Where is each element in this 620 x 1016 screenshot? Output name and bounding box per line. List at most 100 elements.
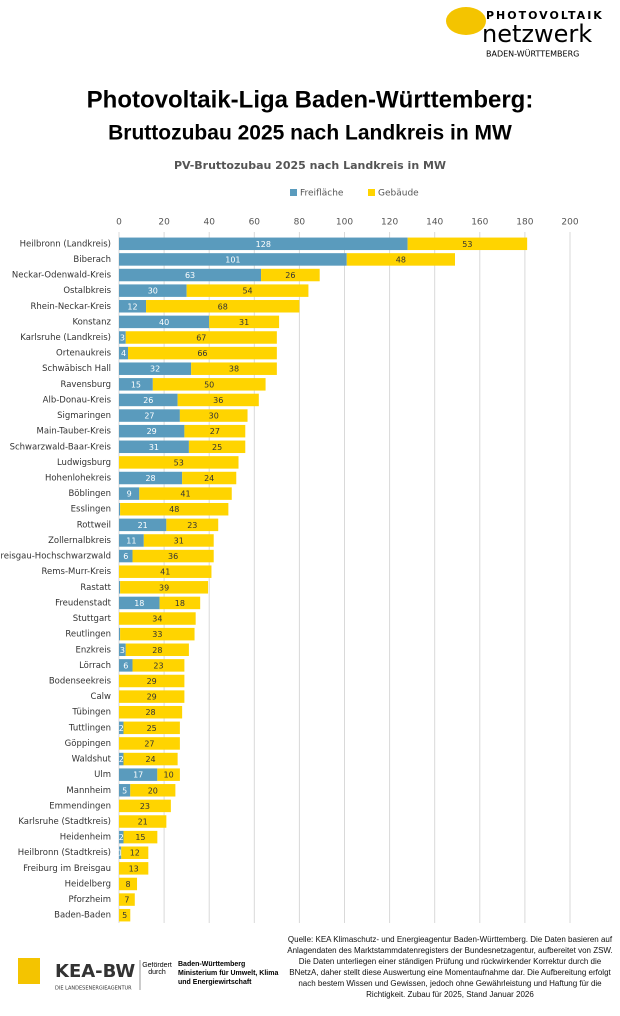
bar-segment <box>119 893 135 906</box>
logo-sub: BADEN-WÜRTTEMBERG <box>486 49 579 59</box>
value-label: 38 <box>229 365 239 374</box>
bar-segment <box>119 737 180 750</box>
bar-segment <box>119 690 185 703</box>
y-tick-label: Ludwigsburg <box>57 458 111 468</box>
value-label: 48 <box>396 255 406 264</box>
funded-box: Gefördert durch <box>142 962 172 976</box>
y-tick-label: Calw <box>91 692 112 702</box>
value-label: 63 <box>185 271 195 280</box>
y-tick-label: Schwarzwald-Baar-Kreis <box>10 442 112 452</box>
bar-segment <box>121 846 149 859</box>
y-tick-label: Konstanz <box>72 317 111 327</box>
value-label: 128 <box>256 240 271 249</box>
value-label: 33 <box>152 630 162 639</box>
x-tick-label: 200 <box>561 218 578 228</box>
value-label: 3 <box>120 646 125 655</box>
bar-segment <box>119 549 133 563</box>
value-label: 4 <box>121 349 126 358</box>
x-tick-label: 40 <box>203 218 215 228</box>
value-label: 18 <box>134 599 144 608</box>
y-tick-label: Böblingen <box>68 489 111 499</box>
x-tick-label: 160 <box>471 218 488 228</box>
y-tick-label: Biberach <box>73 255 111 265</box>
value-label: 8 <box>125 880 130 889</box>
bar-segment <box>119 393 178 407</box>
bar-segment <box>119 534 144 547</box>
bar-segment <box>119 627 121 641</box>
value-label: 2 <box>119 755 124 764</box>
value-label: 66 <box>197 349 207 358</box>
value-label: 2 <box>119 833 124 842</box>
value-label: 21 <box>138 521 148 530</box>
bar-segment <box>182 471 237 485</box>
bar-segment <box>119 456 239 469</box>
value-label: 27 <box>144 412 154 421</box>
value-label: 21 <box>138 818 148 827</box>
value-label: 36 <box>213 396 223 405</box>
value-label: 27 <box>144 739 154 748</box>
value-label: 5 <box>122 911 127 920</box>
y-tick-label: Rastatt <box>80 583 111 593</box>
bar-segment <box>119 331 126 344</box>
value-label: 26 <box>285 271 295 280</box>
x-tick-label: 60 <box>249 218 261 228</box>
bar-segment <box>119 565 212 578</box>
value-label: 39 <box>159 583 169 592</box>
value-label: 6 <box>123 661 128 670</box>
value-label: 67 <box>196 333 206 342</box>
y-tick-label: Heidenheim <box>60 833 111 843</box>
bar-segment <box>119 378 153 391</box>
bar-segment <box>184 424 246 438</box>
bar-segment <box>157 768 180 781</box>
x-tick-label: 80 <box>294 218 306 228</box>
bar-segment <box>120 627 195 641</box>
value-label: 26 <box>143 396 153 405</box>
value-label: 18 <box>175 599 185 608</box>
value-label: 50 <box>204 380 214 389</box>
bar-segment <box>152 378 266 391</box>
value-label: 29 <box>147 427 157 436</box>
value-label: 29 <box>147 693 157 702</box>
y-tick-label: Alb-Donau-Kreis <box>43 395 112 405</box>
legend-label: Gebäude <box>378 189 419 199</box>
y-tick-label: Heidelberg <box>65 879 111 889</box>
value-label: 40 <box>159 318 169 327</box>
bar-segment <box>346 253 455 266</box>
y-tick-label: Tübingen <box>71 708 111 718</box>
subtitle: Bruttozubau 2025 nach Landkreis in MW <box>108 122 512 145</box>
bar-segment <box>132 549 214 563</box>
y-tick-label: Tuttlingen <box>68 723 111 733</box>
bar-segment <box>119 643 126 657</box>
value-label: 30 <box>148 287 158 296</box>
bar-segment <box>120 502 229 516</box>
bar-segment <box>119 799 171 813</box>
value-label: 23 <box>187 521 197 530</box>
bar-segment <box>119 768 158 781</box>
bar-segment <box>123 752 178 766</box>
y-tick-label: Heilbronn (Stadtkreis) <box>18 848 111 858</box>
bar-segment <box>191 362 277 375</box>
y-tick-label: Bodenseekreis <box>49 676 112 686</box>
legend-label: Freifläche <box>300 189 344 199</box>
value-label: 10 <box>164 771 174 780</box>
value-label: 5 <box>122 786 127 795</box>
value-label: 25 <box>147 724 157 733</box>
value-label: 68 <box>218 302 228 311</box>
x-tick-label: 0 <box>116 218 122 228</box>
bar-segment <box>119 877 138 891</box>
logo-top: PHOTOVOLTAIK <box>486 9 604 22</box>
x-tick-label: 180 <box>516 218 533 228</box>
logo-main: netzwerk <box>482 20 592 48</box>
bar-segment <box>128 346 277 360</box>
ministry-box: Baden-Württemberg Ministerium für Umwelt… <box>178 961 278 986</box>
y-tick-label: Neckar-Odenwald-Kreis <box>12 271 112 281</box>
value-label: 24 <box>204 474 214 483</box>
bar-segment <box>119 581 121 594</box>
y-tick-label: Baden-Baden <box>54 911 111 921</box>
bar-segment <box>125 643 189 657</box>
y-tick-label: Sigmaringen <box>57 411 111 421</box>
y-tick-label: Ravensburg <box>60 380 111 390</box>
bar-segment <box>119 253 347 266</box>
bar-segment <box>188 440 246 454</box>
